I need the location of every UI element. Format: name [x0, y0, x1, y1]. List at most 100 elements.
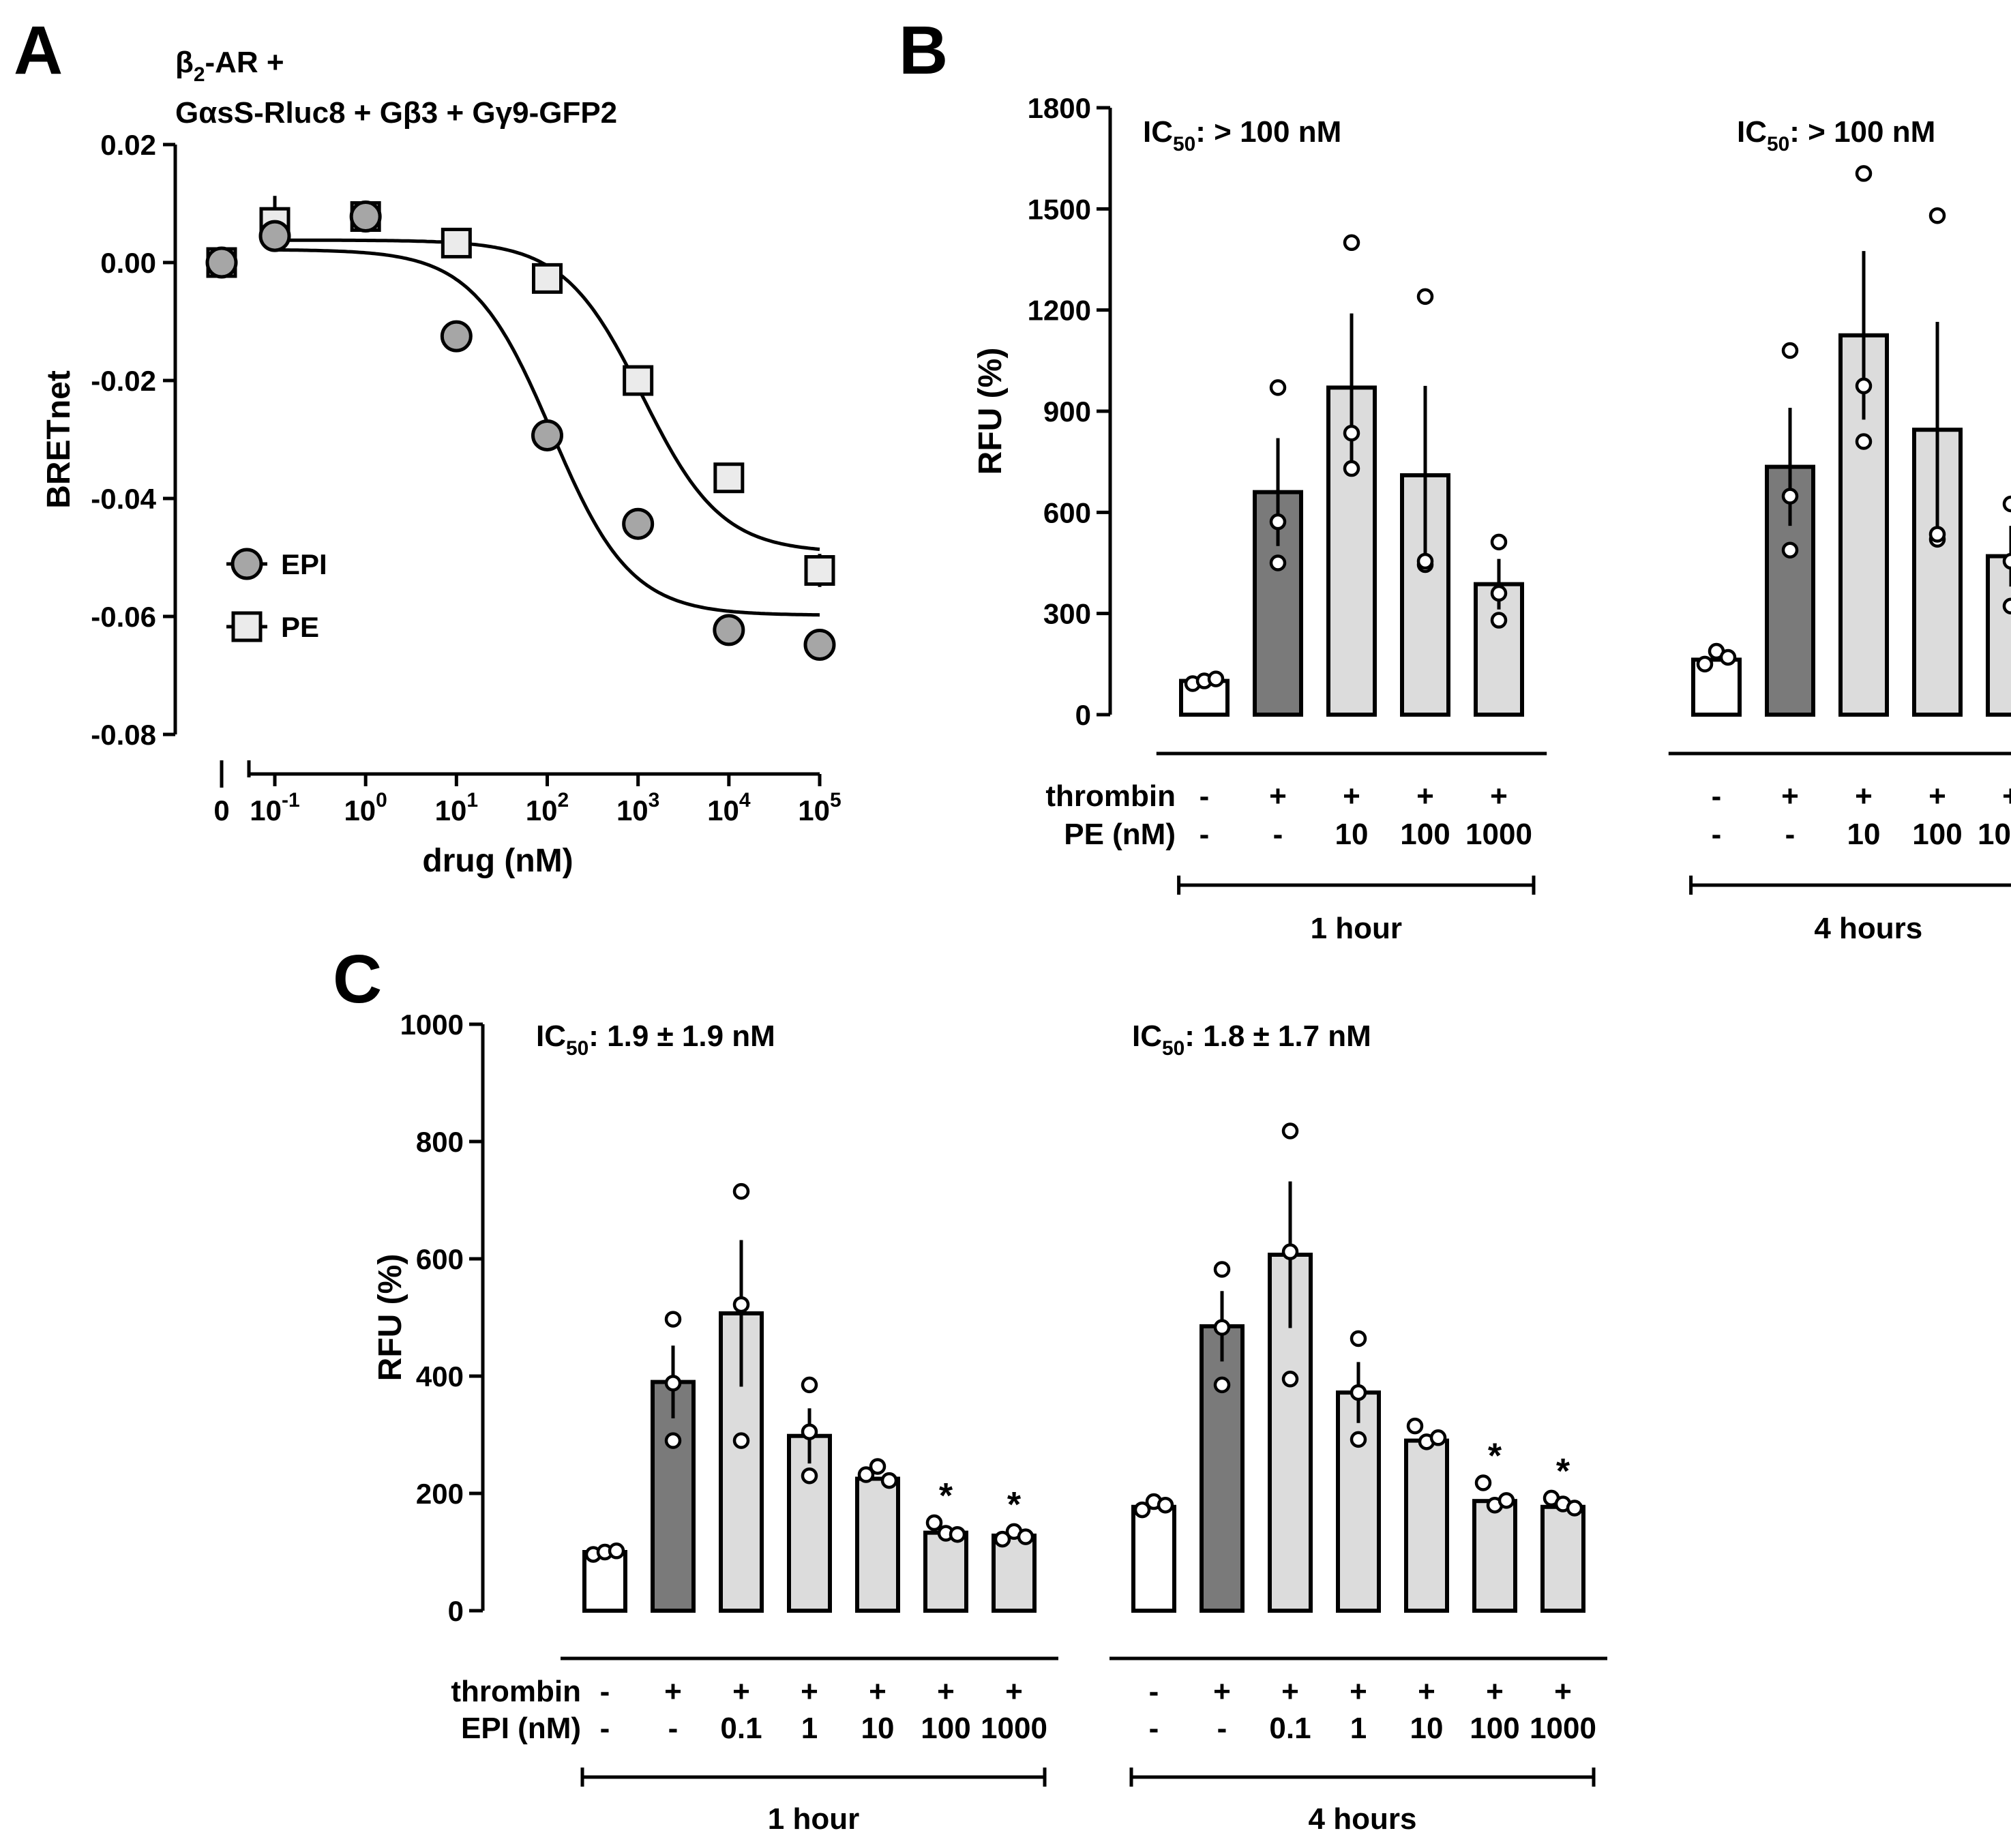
panel-b-y-tick-label: 0 [1075, 699, 1091, 731]
panel-b-group-1-data-point [1343, 234, 1360, 252]
panel-c-group-2-data-point [1350, 1384, 1367, 1401]
panel-c-group-1-thrombin-value: + [732, 1675, 750, 1708]
panel-a-x-tick-label: 0 [213, 794, 229, 826]
panel-b-group-1-drug-value: - [1200, 818, 1210, 851]
panel-b-group-1-thrombin-value: + [1269, 779, 1287, 813]
panel-c-group-1-data-point [801, 1376, 818, 1394]
panel-b-group-2-data-point [1855, 377, 1873, 395]
panel-b-group-1-data-point [1416, 552, 1434, 570]
panel-b-group-1-thrombin-value: - [1200, 779, 1210, 813]
panel-c-group-1-drug-value: - [600, 1712, 610, 1745]
panel-a-point-epi [258, 220, 291, 252]
panel-c-group-1-bar [787, 1433, 832, 1613]
panel-c-group-1-data-point [925, 1514, 943, 1532]
panel-b-group-1-data-point [1269, 554, 1287, 571]
panel-c-y-tick-label: 600 [416, 1243, 464, 1275]
panel-a-point-epi [713, 614, 745, 646]
panel-a-point-epi [531, 419, 563, 451]
panel-c-group-1-ic50: IC50: 1.9 ± 1.9 nM [536, 1019, 775, 1060]
panel-c-group-1-data-point [664, 1375, 682, 1392]
panel-b-group-2-data-point [1781, 488, 1799, 505]
panel-c-group-1-bar [855, 1476, 900, 1613]
panel-c-group-1-thrombin-value: + [1005, 1675, 1023, 1708]
panel-a-point-epi [205, 246, 238, 279]
panel-c-group-1-data-point [801, 1467, 818, 1485]
panel-b-group-1-data-point [1490, 612, 1508, 629]
panel-a-legend-marker-pe [231, 611, 263, 642]
panel-b-group-1-drug-value: 100 [1400, 818, 1450, 851]
panel-c-group-2-data-point [1281, 1122, 1299, 1139]
panel-c-group-1-thrombin-value: - [600, 1675, 610, 1708]
panel-c-group-2-bar [1131, 1504, 1176, 1613]
panel-b-group-2-bar [1986, 554, 2011, 717]
panel-a-y-tick-label: 0.00 [100, 247, 156, 279]
panel-c-group-2-data-point [1474, 1474, 1492, 1491]
panel-a-title-line2: GαsS-Rluc8 + Gβ3 + Gγ9-GFP2 [175, 96, 617, 130]
panel-b-y-tick-label: 600 [1043, 496, 1091, 528]
panel-label-c: C [333, 941, 382, 1017]
panel-c-group-1-significance-star: * [1007, 1485, 1022, 1525]
panel-c-group-2-thrombin-value: - [1149, 1675, 1159, 1708]
panel-c-group-2-thrombin-value: + [1554, 1675, 1572, 1708]
panel-c-group-1-data-point [1017, 1528, 1034, 1545]
panel-b-group-2-label: 4 hours [1814, 912, 1922, 945]
panel-c-group-1-drug-value: 1000 [981, 1712, 1047, 1745]
panel-c-group-2-drug-value: 1000 [1530, 1712, 1596, 1745]
panel-b-group-1-drug-value: 10 [1335, 818, 1369, 851]
panel-b-group-1-data-point [1343, 424, 1360, 442]
panel-c-group-2-bar [1200, 1324, 1245, 1613]
panel-c-group-2-drug-value: - [1217, 1712, 1227, 1745]
panel-c-group-2-ic50: IC50: 1.8 ± 1.7 nM [1132, 1019, 1371, 1060]
panel-b: B 0 300 600 900 1200 1500 1800 RFU (%) thrombin PE… [899, 12, 2011, 945]
panel-c-group-1-thrombin-value: + [664, 1675, 682, 1708]
panel-c-row-label-drug: EPI (nM) [461, 1712, 581, 1745]
panel-c-y-tick-label: 800 [416, 1126, 464, 1158]
panel-b-group-2-data-point [1696, 655, 1714, 673]
panel-c-group-2-thrombin-value: + [1213, 1675, 1231, 1708]
panel-c-group-1-data-point [869, 1458, 887, 1475]
panel-b-group-2-thrombin-value: - [1712, 779, 1722, 813]
panel-c-group-2-data-point [1281, 1243, 1299, 1260]
panel-b-group-1-drug-value: 1000 [1465, 818, 1532, 851]
panel-c-group-1-data-point [608, 1543, 625, 1560]
panel-c-group-2-bar [1540, 1504, 1585, 1613]
panel-a-point-pe [532, 263, 563, 294]
panel-c-group-2-data-point [1281, 1371, 1299, 1388]
panel-a-x-tick-label: 103 [616, 789, 659, 826]
panel-b-group-1-data-point [1269, 513, 1287, 531]
panel-b-group-1-data-point [1490, 533, 1508, 551]
panel-c-group-2-label: 4 hours [1309, 1802, 1417, 1836]
panel-a-y-label: BRETnet [41, 370, 77, 509]
panel-b-group-1-data-point [1207, 670, 1225, 687]
panel-c-group-2-drug-value: 1 [1350, 1712, 1367, 1745]
panel-c-group-1-thrombin-value: + [869, 1675, 887, 1708]
panel-b-group-2-data-point [2002, 495, 2011, 513]
panel-c-row-label-thrombin: thrombin [451, 1675, 581, 1708]
panel-c-group-2-drug-value: 10 [1410, 1712, 1444, 1745]
panel-a-x-tick-label: 10-1 [250, 789, 299, 826]
panel-b-group-2-data-point [2002, 552, 2011, 570]
panel-c-group-1-significance-star: * [939, 1476, 953, 1516]
panel-c-group-1-drug-value: 100 [921, 1712, 970, 1745]
panel-b-y-label: RFU (%) [972, 348, 1009, 475]
panel-c-group-2-drug-value: 0.1 [1269, 1712, 1311, 1745]
panel-c-group-2-data-point [1213, 1376, 1231, 1394]
panel-c-group-2-bar [1268, 1252, 1313, 1613]
panel-b-group-1-bar [1326, 385, 1377, 717]
panel-label-a: A [14, 12, 63, 89]
panel-a-legend-marker-epi [230, 548, 263, 580]
panel-b-group-1-data-point [1416, 288, 1434, 305]
panel-a-x-tick-label: 105 [798, 789, 841, 826]
panel-c-group-1-data-point [664, 1311, 682, 1328]
panel-c-group-2-bar [1472, 1499, 1517, 1613]
panel-b-group-2-thrombin-value: + [1855, 779, 1873, 813]
panel-c-group-1-drug-value: - [668, 1712, 679, 1745]
panel-c-group-2-data-point [1406, 1417, 1424, 1435]
panel-c-group-1-data-point [732, 1296, 750, 1313]
panel-b-group-2-drug-value: 100 [1912, 818, 1962, 851]
panel-b-group-2-data-point [2002, 597, 2011, 615]
panel-b-y-tick-label: 900 [1043, 396, 1091, 428]
panel-c-group-2-data-point [1498, 1492, 1515, 1509]
panel-b-group-2-drug-value: - [1785, 818, 1796, 851]
